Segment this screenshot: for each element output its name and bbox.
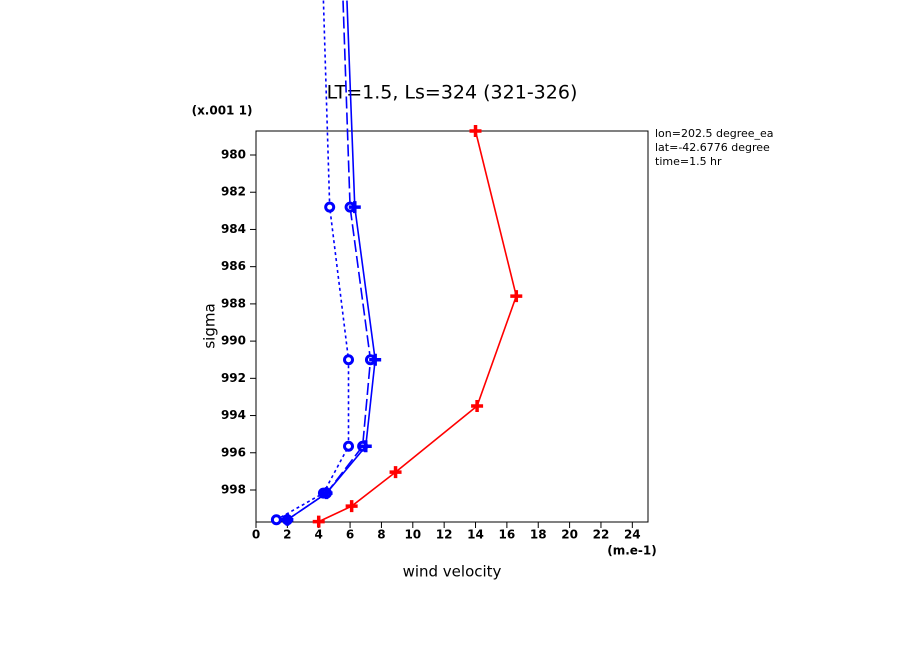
x-tick-label: 8	[377, 528, 385, 542]
x-unit: (m.e-1)	[607, 544, 657, 558]
y-tick-label: 994	[221, 408, 246, 422]
y-tick-label: 986	[221, 259, 246, 273]
marker	[471, 400, 484, 413]
info-line: time=1.5 hr	[655, 155, 722, 168]
y-tick-label: 984	[221, 222, 246, 236]
x-tick-label: 10	[404, 528, 421, 542]
marker	[469, 125, 482, 137]
y-tick-label: 988	[221, 296, 246, 310]
y-tick-label: 982	[221, 185, 246, 199]
x-tick-label: 18	[530, 528, 547, 542]
series-line	[286, 0, 376, 521]
marker	[343, 440, 355, 452]
marker	[510, 290, 523, 303]
x-tick-label: 16	[499, 528, 516, 542]
info-line: lat=-42.6776 degree	[655, 141, 770, 154]
marker	[343, 354, 355, 366]
plot-frame	[255, 130, 649, 523]
marker	[389, 466, 402, 479]
x-tick-label: 14	[467, 528, 484, 542]
x-tick-label: 12	[436, 528, 453, 542]
series-line	[318, 130, 518, 523]
series-line	[286, 0, 372, 521]
marker	[348, 201, 361, 214]
y-axis-label: sigma	[201, 303, 219, 348]
marker	[369, 353, 382, 366]
y-tick-label: 998	[221, 482, 246, 496]
x-tick-label: 2	[283, 528, 291, 542]
y-tick-label: 980	[221, 148, 246, 162]
x-tick-label: 24	[624, 528, 641, 542]
marker	[320, 487, 333, 500]
x-tick-label: 6	[346, 528, 354, 542]
marker	[312, 515, 325, 528]
x-tick-label: 22	[593, 528, 610, 542]
x-tick-label: 0	[252, 528, 260, 542]
series-line	[275, 0, 350, 521]
marker	[270, 514, 282, 526]
x-tick-label: 4	[315, 528, 323, 542]
marker	[324, 201, 336, 213]
marker	[359, 440, 372, 453]
x-tick-label: 20	[561, 528, 578, 542]
y-scale-note: (x.001 1)	[192, 104, 253, 118]
y-tick-label: 990	[221, 334, 246, 348]
marker	[281, 513, 294, 526]
x-axis-label: wind velocity	[403, 563, 502, 581]
marker	[345, 500, 358, 513]
y-tick-label: 992	[221, 371, 246, 385]
y-tick-label: 996	[221, 445, 246, 459]
info-line: lon=202.5 degree_ea	[655, 127, 774, 140]
chart-title: LT=1.5, Ls=324 (321-326)	[327, 82, 578, 104]
